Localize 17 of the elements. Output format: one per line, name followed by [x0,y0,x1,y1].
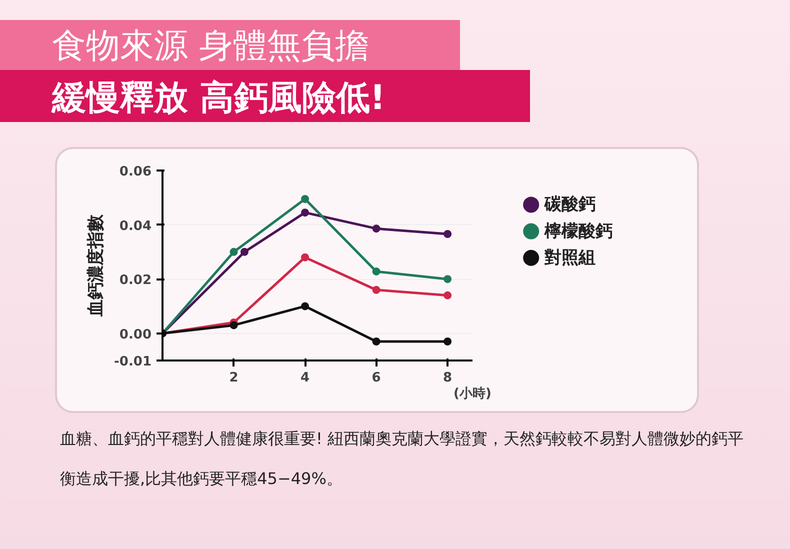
x-tick-label: 2 [229,370,238,386]
chart-title: 食物來源 身體無負擔 [52,25,369,68]
x-tick-label: 4 [300,370,310,386]
y-tick-label: 0.04 [119,218,152,234]
legend-label: 檸檬酸鈣 [544,221,613,242]
y-tick-label: 0.06 [119,164,152,180]
x-axis-title: (小時) [454,386,492,402]
x-tick-label: 6 [372,370,381,386]
y-tick-label: 0.00 [119,327,152,342]
y-tick-label: -0.01 [114,354,152,370]
text: 血糖、血鈣的平穩對人體健康很重要! 紐西蘭奧克蘭大學證實，天然鈣較較不易對人體微妙的鈣平衡造成干擾,比其他鈣要平穩45−49%。 [60,429,744,488]
chart-subtitle: 緩慢釋放 高鈣風險低! [52,77,386,120]
legend-label: 對照組 [544,248,596,268]
x-tick-label: 8 [443,370,452,386]
y-tick-label: 0.02 [119,273,152,288]
legend-label: 碳酸鈣 [544,194,596,215]
y-axis-title: 血鈣濃度指數 [86,214,106,318]
